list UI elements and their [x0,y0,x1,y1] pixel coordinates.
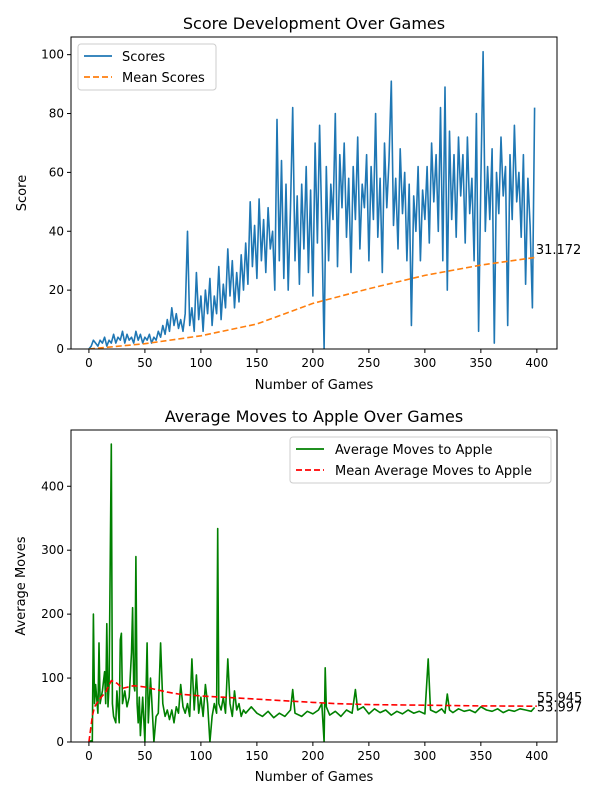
score-x-ticks: 0 50 100 150 200 250 300 350 400 [85,349,548,370]
score-plot-area [88,50,537,349]
score-x-tick-label: 300 [413,356,436,370]
moves-legend-box [289,436,552,484]
moves-series-line-values [88,443,536,742]
score-legend-box [77,43,217,91]
score-series-line-values [88,50,536,349]
score-x-tick-label: 0 [85,356,93,370]
score-x-tick-label: 350 [469,356,492,370]
score-x-tick-label: 150 [245,356,268,370]
score-y-tick-label: 60 [49,165,64,179]
score-y-tick-label: 40 [49,224,64,238]
moves-y-tick-label: 300 [41,543,64,557]
score-series-line-mean [88,256,537,349]
moves-x-tick-label: 50 [137,749,152,763]
score-legend-label-mean: Mean Scores [122,71,205,86]
score-legend-label-scores: Scores [122,50,165,65]
moves-plot-area [88,443,537,742]
score-x-tick-label: 50 [137,356,152,370]
score-x-axis-label: Number of Games [255,378,374,393]
score-legend: Scores Mean Scores [77,43,217,91]
moves-x-tick-label: 150 [245,749,268,763]
score-final-mean-annotation: 31.172 [536,243,582,258]
score-chart: Score Development Over Games 0 50 100 150 20… [15,14,581,393]
moves-legend: Average Moves to Apple Mean Average Move… [289,436,552,484]
score-x-tick-label: 100 [189,356,212,370]
score-x-tick-label: 200 [301,356,324,370]
moves-x-axis-label: Number of Games [255,770,374,785]
score-y-tick-label: 0 [56,342,64,356]
moves-y-tick-label: 400 [41,479,64,493]
moves-x-tick-label: 200 [301,749,324,763]
moves-x-tick-label: 350 [469,749,492,763]
score-chart-title: Score Development Over Games [183,14,445,33]
score-y-ticks: 0 20 40 60 80 100 [41,48,71,356]
score-y-tick-label: 20 [49,283,64,297]
moves-chart: Average Moves to Apple Over Games 0 50 100… [14,407,582,785]
moves-series-line-mean [88,679,537,742]
moves-legend-label-moves: Average Moves to Apple [335,443,492,458]
moves-chart-title: Average Moves to Apple Over Games [165,407,463,426]
moves-y-ticks: 0 100 200 300 400 [41,479,71,749]
moves-x-tick-label: 100 [189,749,212,763]
moves-x-tick-label: 0 [85,749,93,763]
score-axes-frame [70,36,558,350]
moves-y-tick-label: 100 [41,671,64,685]
moves-axes-frame [70,429,558,743]
score-x-tick-label: 400 [525,356,548,370]
moves-legend-label-mean: Mean Average Moves to Apple [335,464,532,479]
moves-y-tick-label: 0 [56,735,64,749]
moves-x-tick-label: 250 [357,749,380,763]
score-x-tick-label: 250 [357,356,380,370]
score-y-axis-label: Score [15,175,30,211]
moves-final-mean-annotation: 55.945 [537,691,583,706]
moves-x-tick-label: 300 [413,749,436,763]
moves-y-tick-label: 200 [41,607,64,621]
moves-final-value-annotation: 53.997 [537,700,583,715]
score-y-tick-label: 80 [49,107,64,121]
moves-x-ticks: 0 50 100 150 200 250 300 350 400 [85,742,548,763]
moves-x-tick-label: 400 [525,749,548,763]
moves-y-axis-label: Average Moves [14,536,29,635]
score-y-tick-label: 100 [41,48,64,62]
